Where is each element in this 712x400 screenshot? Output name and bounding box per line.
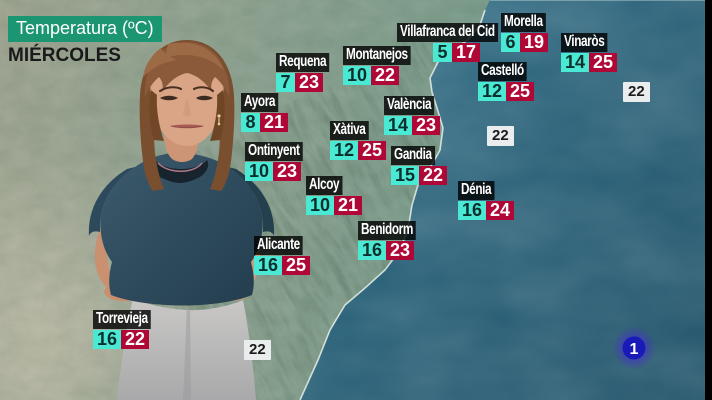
svg-text:1: 1 [630, 341, 639, 358]
